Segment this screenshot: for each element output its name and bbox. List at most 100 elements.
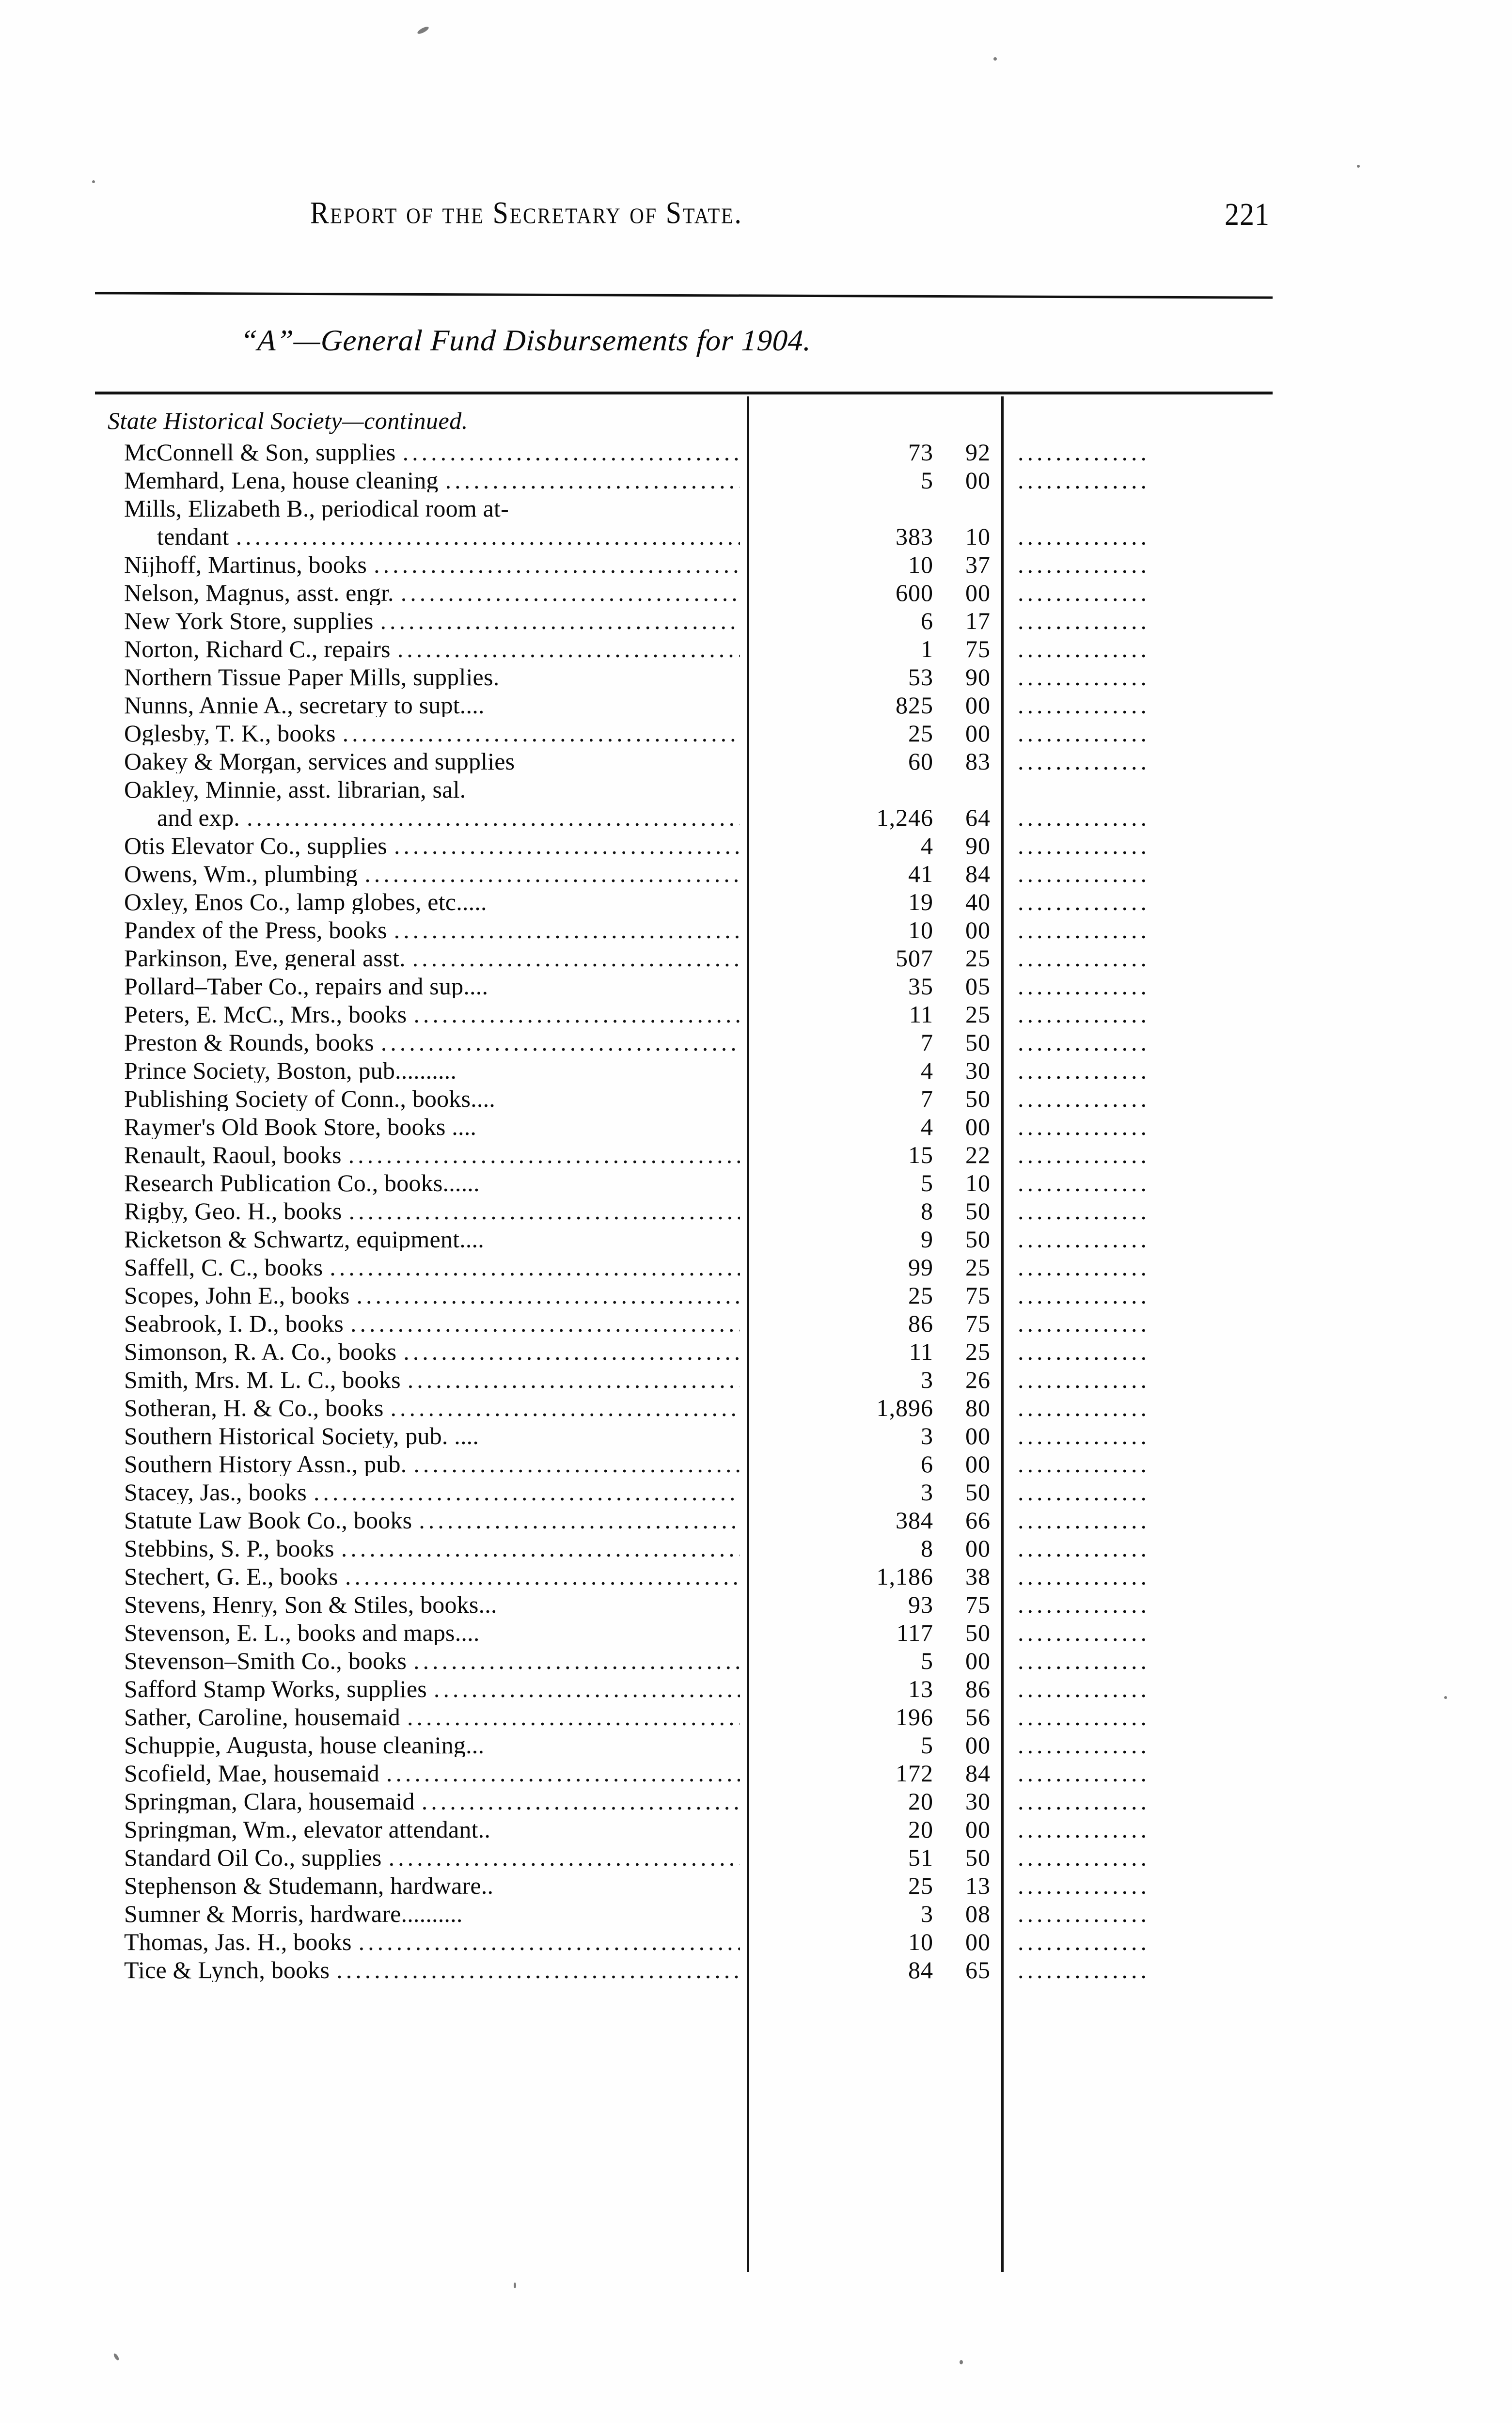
row-payee-label: Publishing Society of Conn., books.... xyxy=(124,1086,495,1111)
amount-cents: 00 xyxy=(965,720,991,747)
table-row: Schuppie, Augusta, house cleaning... 5 00 xyxy=(95,1729,1273,1757)
row-amount-cell: 5 10 xyxy=(747,1171,1001,1195)
row-blank-cell xyxy=(1001,552,1270,577)
row-blank-cell xyxy=(1001,1424,1270,1448)
dot-leader xyxy=(348,1143,740,1167)
scan-speck xyxy=(514,2282,516,2288)
dot-leader xyxy=(386,1761,740,1785)
header-rule xyxy=(94,292,1273,299)
row-amount-cell: 73 92 xyxy=(747,440,1001,464)
dot-leader xyxy=(359,1930,740,1954)
amount-dollars: 5 xyxy=(921,467,933,494)
row-payee-cell: Stacey, Jas., books xyxy=(95,1480,747,1504)
row-payee-label: Stephenson & Studemann, hardware.. xyxy=(124,1873,494,1898)
row-blank-cell xyxy=(1001,1480,1270,1504)
row-amount-cell: 1,246 64 xyxy=(747,805,1001,830)
amount-dollars: 10 xyxy=(908,1928,933,1955)
caption-text: “A”—General Fund Disbursements for 1904. xyxy=(239,324,813,357)
amount-cents: 50 xyxy=(965,1844,991,1871)
amount-dollars: 5 xyxy=(921,1731,933,1759)
amount-dollars: 507 xyxy=(896,944,933,972)
table-row: Norton, Richard C., repairs 1 75 xyxy=(95,633,1273,661)
row-payee-label: Saffell, C. C., books xyxy=(124,1255,323,1279)
amount-dollars: 825 xyxy=(896,692,933,719)
row-payee-cell: Nijhoff, Martinus, books xyxy=(95,552,747,577)
row-payee-cell: Southern Historical Society, pub. .... xyxy=(95,1424,747,1448)
amount-cents: 00 xyxy=(965,1113,991,1140)
row-amount-cell: 600 00 xyxy=(747,581,1001,605)
table-row: and exp. 1,246 64 xyxy=(95,802,1273,830)
row-amount-cell: 3 26 xyxy=(747,1368,1001,1392)
table-row: Sumner & Morris, hardware.......... 3 08 xyxy=(95,1898,1273,1926)
row-payee-cell: Parkinson, Eve, general asst. xyxy=(95,946,747,970)
row-payee-cell: Stevenson, E. L., books and maps.... xyxy=(95,1621,747,1645)
dot-leader xyxy=(389,1845,740,1870)
amount-dollars: 196 xyxy=(896,1703,933,1731)
table-row: Prince Society, Boston, pub.......... 4 30 xyxy=(95,1054,1273,1083)
row-payee-cell: Research Publication Co., books...... xyxy=(95,1171,747,1195)
amount-cents: 10 xyxy=(965,1169,991,1196)
table-row: Seabrook, I. D., books 86 75 xyxy=(95,1307,1273,1336)
dot-leader xyxy=(407,1705,740,1729)
row-payee-cell: Prince Society, Boston, pub.......... xyxy=(95,1058,747,1083)
row-amount-cell: 51 50 xyxy=(747,1845,1001,1870)
row-amount-cell: 86 75 xyxy=(747,1311,1001,1336)
amount-dollars: 3 xyxy=(921,1900,933,1927)
row-blank-cell xyxy=(1001,1143,1270,1167)
dot-leader xyxy=(357,1283,740,1307)
dot-leader xyxy=(413,1002,740,1026)
row-amount-cell: 1,896 80 xyxy=(747,1396,1001,1420)
amount-cents: 50 xyxy=(965,1085,991,1112)
amount-cents: 25 xyxy=(965,1254,991,1281)
row-blank-cell xyxy=(1001,609,1270,633)
row-blank-cell xyxy=(1001,440,1270,464)
row-amount-cell: 93 75 xyxy=(747,1592,1001,1617)
row-payee-cell: Otis Elevator Co., supplies xyxy=(95,834,747,858)
table-row: Research Publication Co., books...... 5 10 xyxy=(95,1167,1273,1195)
row-blank-cell xyxy=(1001,862,1270,886)
row-payee-label: Stechert, G. E., books xyxy=(124,1564,338,1589)
dot-leader xyxy=(380,609,740,633)
table-row: Smith, Mrs. M. L. C., books 3 26 xyxy=(95,1364,1273,1392)
amount-cents: 26 xyxy=(965,1366,991,1393)
row-amount-cell: 6 17 xyxy=(747,609,1001,633)
row-amount-cell: 25 75 xyxy=(747,1283,1001,1307)
column-rule-amount xyxy=(747,396,749,2272)
row-blank-cell xyxy=(1001,1086,1270,1111)
row-blank-cell xyxy=(1001,1058,1270,1083)
row-amount-cell: 3 00 xyxy=(747,1424,1001,1448)
row-payee-label: Sotheran, H. & Co., books xyxy=(124,1396,384,1420)
amount-dollars: 13 xyxy=(908,1675,933,1702)
table-row: Tice & Lynch, books 84 65 xyxy=(95,1954,1273,1982)
row-amount-cell: 8 00 xyxy=(747,1536,1001,1560)
amount-dollars: 93 xyxy=(908,1591,933,1618)
row-blank-cell xyxy=(1001,1339,1270,1364)
amount-cents: 25 xyxy=(965,944,991,972)
row-payee-cell: Seabrook, I. D., books xyxy=(95,1311,747,1336)
row-payee-label: Preston & Rounds, books xyxy=(124,1030,374,1054)
dot-leader xyxy=(413,1452,740,1476)
amount-cents: 00 xyxy=(965,1731,991,1759)
amount-cents: 00 xyxy=(965,692,991,719)
amount-dollars: 5 xyxy=(921,1169,933,1196)
row-blank-cell xyxy=(1001,1930,1270,1954)
row-payee-cell: Standard Oil Co., supplies xyxy=(95,1845,747,1870)
row-blank-cell xyxy=(1001,1452,1270,1476)
amount-dollars: 9 xyxy=(921,1226,933,1253)
row-payee-label: Rigby, Geo. H., books xyxy=(124,1199,342,1223)
dot-leader xyxy=(314,1480,740,1504)
dot-leader xyxy=(394,918,740,942)
row-payee-label: Parkinson, Eve, general asst. xyxy=(124,946,406,970)
row-payee-cell: Publishing Society of Conn., books.... xyxy=(95,1086,747,1111)
amount-dollars: 1,896 xyxy=(876,1394,933,1421)
amount-dollars: 5 xyxy=(921,1647,933,1674)
amount-cents: 50 xyxy=(965,1619,991,1646)
row-payee-label: Southern History Assn., pub. xyxy=(124,1452,407,1476)
amount-dollars: 10 xyxy=(908,916,933,944)
row-payee-cell: Stebbins, S. P., books xyxy=(95,1536,747,1560)
table-body: McConnell & Son, supplies7392Memhard, Le… xyxy=(95,436,1273,1982)
dot-leader xyxy=(374,552,740,577)
row-payee-cell: Springman, Wm., elevator attendant.. xyxy=(95,1817,747,1841)
row-blank-cell xyxy=(1001,1002,1270,1026)
